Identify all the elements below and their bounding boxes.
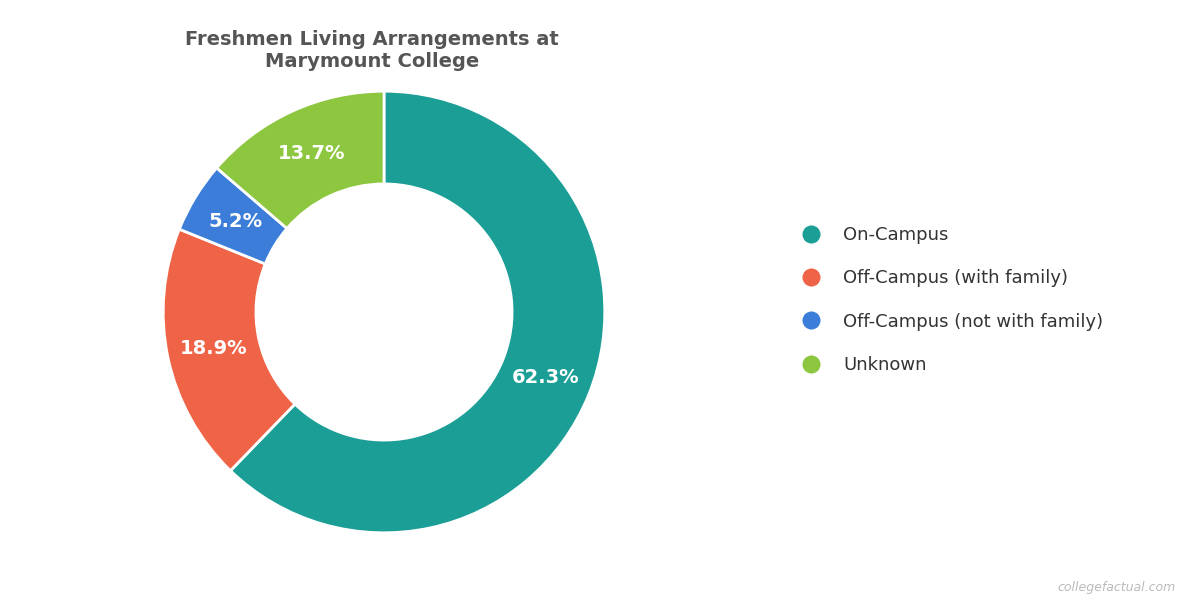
Wedge shape (230, 91, 605, 533)
Text: 5.2%: 5.2% (208, 212, 262, 230)
Text: 18.9%: 18.9% (180, 338, 247, 358)
Wedge shape (179, 168, 287, 264)
Text: Freshmen Living Arrangements at
Marymount College: Freshmen Living Arrangements at Marymoun… (185, 30, 559, 71)
Wedge shape (163, 229, 295, 470)
Text: 62.3%: 62.3% (512, 368, 580, 387)
Text: 13.7%: 13.7% (277, 144, 346, 163)
Wedge shape (217, 91, 384, 229)
Text: collegefactual.com: collegefactual.com (1057, 581, 1176, 594)
Legend: On-Campus, Off-Campus (with family), Off-Campus (not with family), Unknown: On-Campus, Off-Campus (with family), Off… (786, 219, 1110, 381)
